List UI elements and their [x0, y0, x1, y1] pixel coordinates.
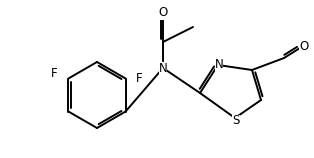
Text: O: O: [158, 6, 168, 19]
Text: N: N: [215, 58, 223, 70]
Text: S: S: [232, 115, 240, 128]
Text: F: F: [51, 67, 58, 80]
Text: O: O: [299, 40, 309, 54]
Text: N: N: [159, 61, 167, 75]
Text: F: F: [136, 72, 143, 85]
